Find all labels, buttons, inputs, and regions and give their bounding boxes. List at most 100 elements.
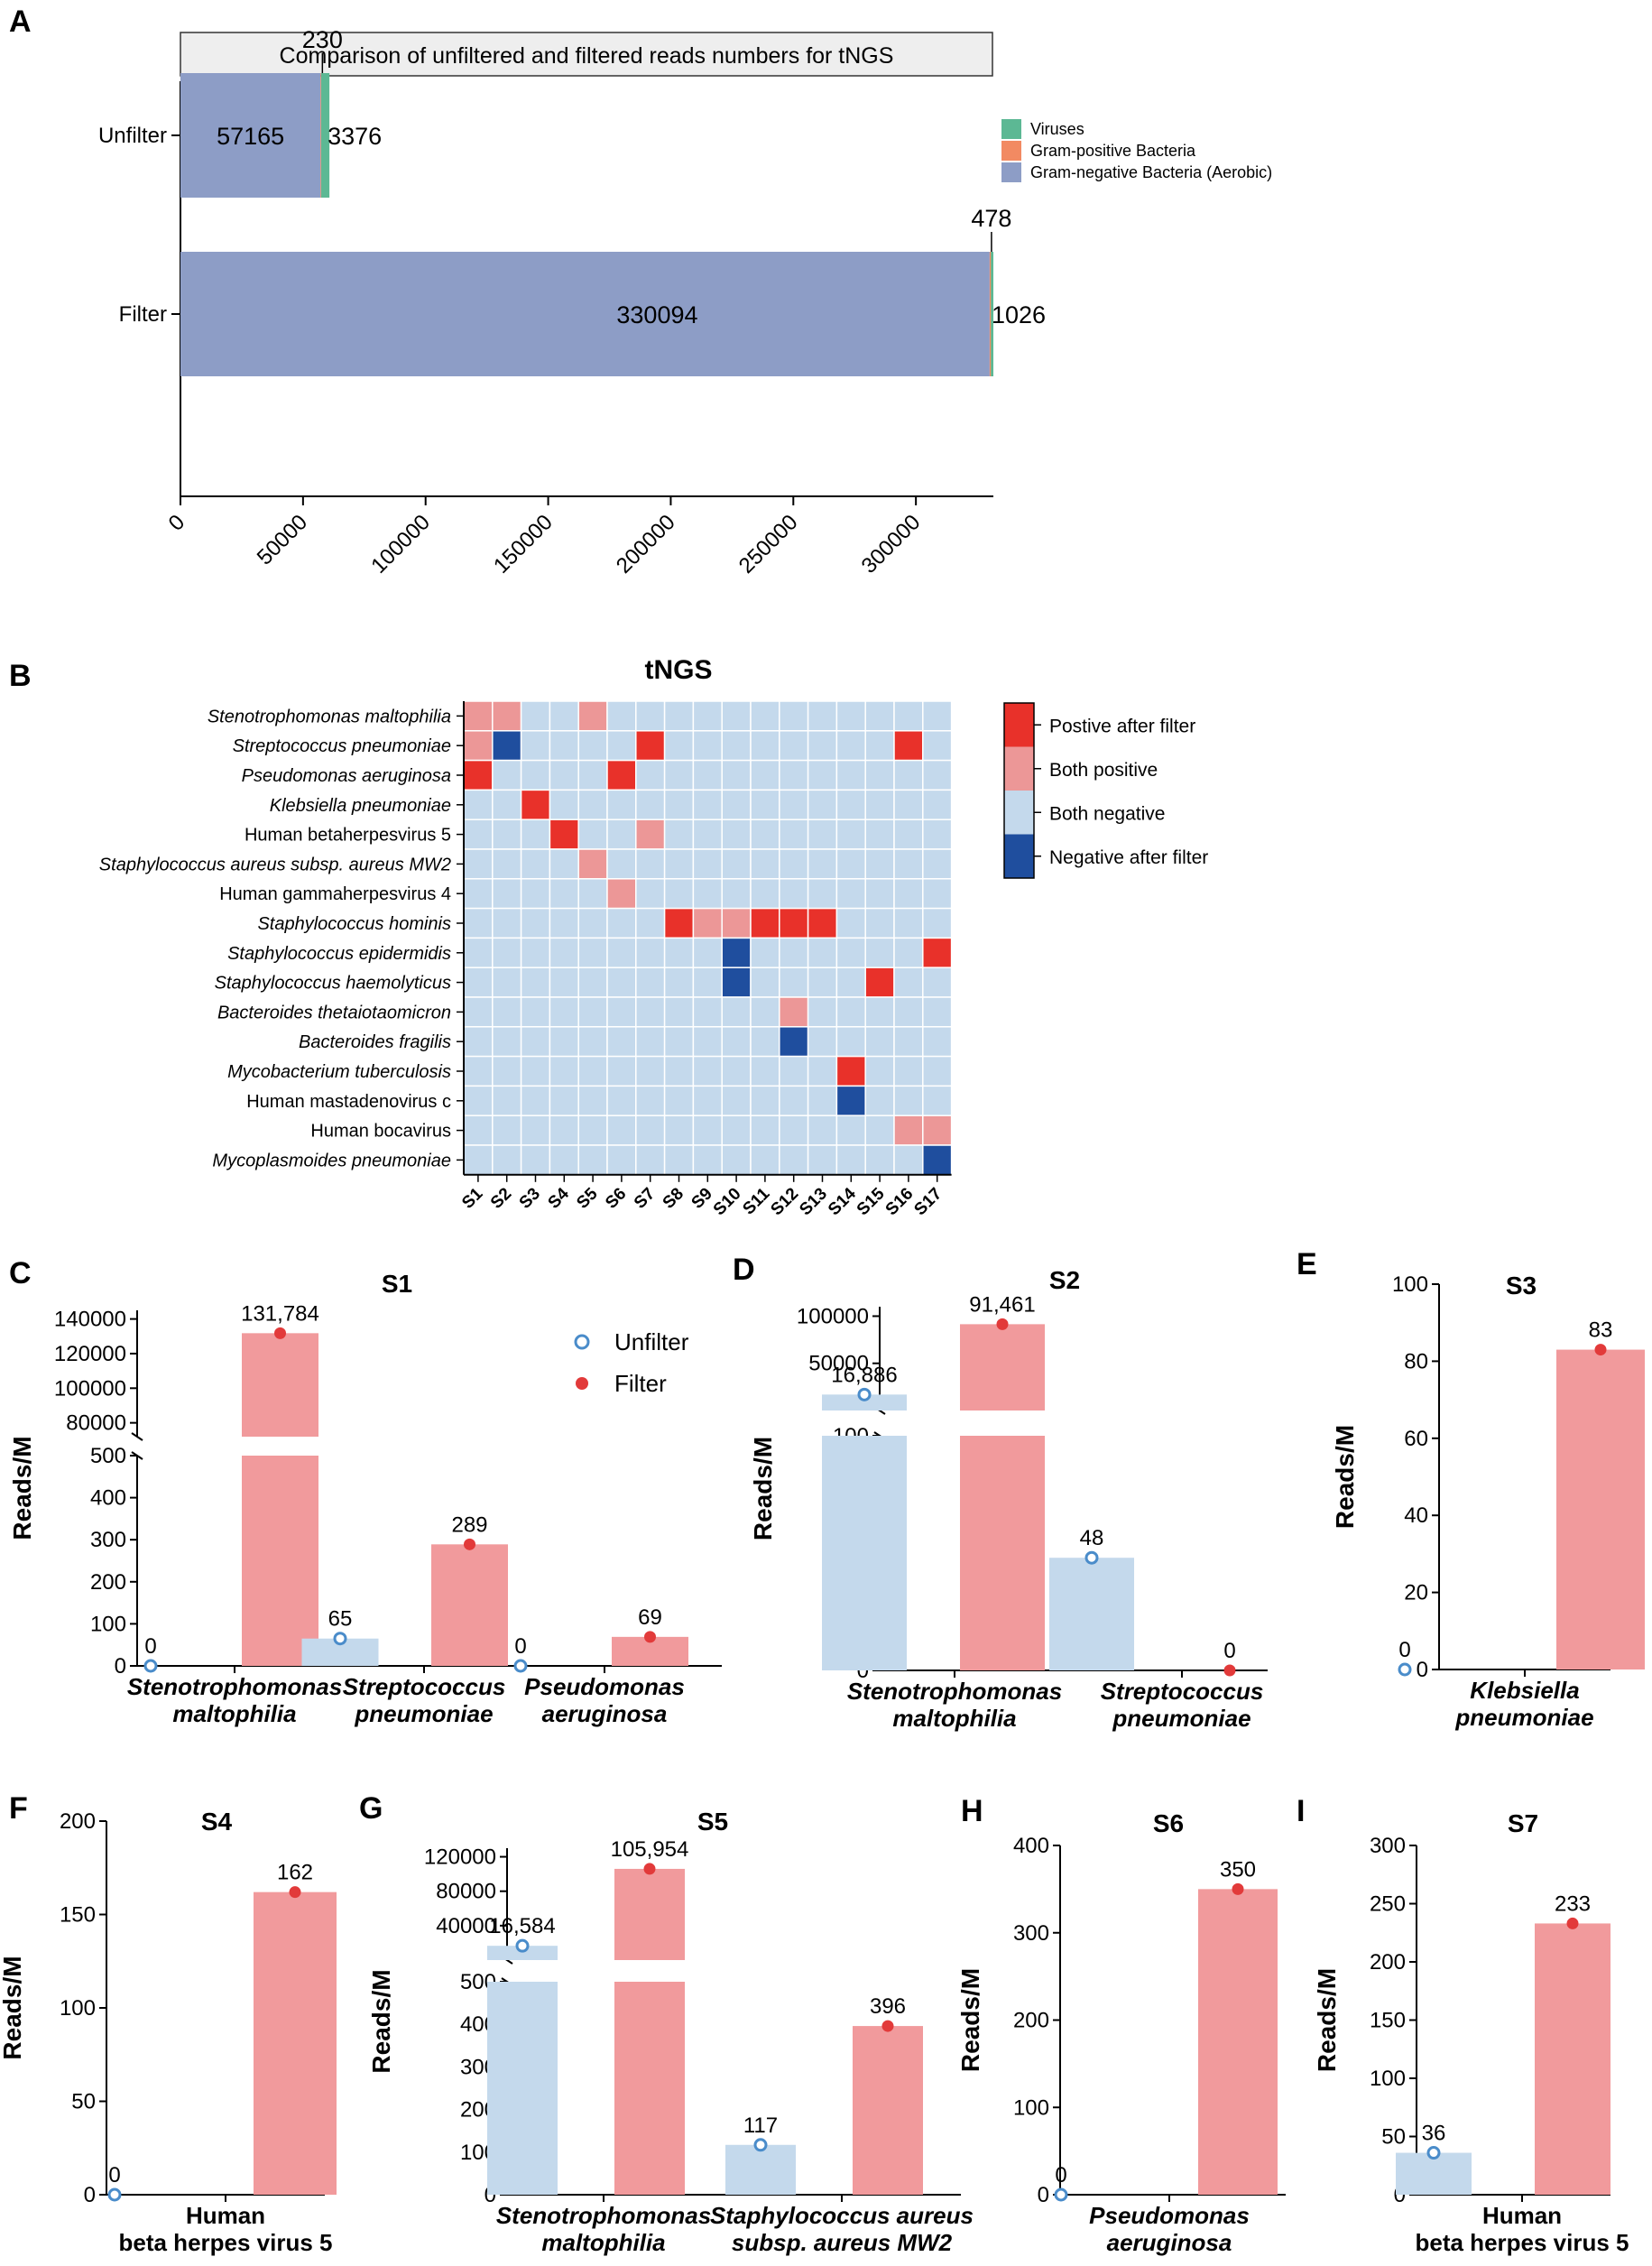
heatmap-cell [779,967,809,998]
heatmap-cell [750,1026,780,1058]
heatmap-cell [779,848,809,880]
chart-title-box [180,32,993,77]
data-label: 117 [743,2113,778,2138]
heatmap-col-label: S7 [631,1184,659,1212]
heatmap-row-label: Staphylococcus aureus subsp. aureus MW2 [99,855,451,874]
y-tick-label: 50000 [808,1352,869,1376]
y-axis-label: Reads/M [1331,1425,1359,1529]
y-tick-label: 0 [1417,1658,1428,1682]
category-label: pneumoniae [354,1700,493,1727]
heatmap-cell [663,759,695,791]
marker-filter [881,2020,894,2032]
heatmap-cell [492,1115,522,1146]
heatmap-cell [663,1115,695,1146]
heatmap-cell [750,1115,780,1146]
heatmap-cell [750,730,780,762]
heatmap-cell [835,789,866,820]
heatmap-cell [692,730,723,762]
data-label: 0 [1398,1638,1410,1662]
heatmap-cell [835,996,866,1028]
heatmap-cell [779,730,809,762]
heatmap-cell [922,789,953,820]
heatmap-cell [750,1144,780,1176]
chart-title: S2 [1049,1266,1080,1294]
heatmap-cell [692,878,723,910]
chart-title: S5 [697,1808,728,1836]
marker-unfilter [513,1659,528,1673]
marker-filter [1594,1344,1607,1356]
heatmap-cell [520,819,551,850]
chart-title: S7 [1508,1809,1538,1837]
heatmap-cell [520,1115,551,1146]
data-label: 131,784 [241,1301,319,1326]
heatmap-cell [492,996,522,1028]
heatmap-cell [779,1144,809,1176]
heatmap-cell [922,878,953,910]
heatmap-cell [779,1026,809,1058]
heatmap-cell [549,878,579,910]
heatmap-cell [635,1055,666,1087]
heatmap-cell [635,1085,666,1116]
y-tick-label: 100000 [797,1304,869,1328]
heatmap-cell [463,878,494,910]
heatmap-cell [721,1144,752,1176]
heatmap-cell [692,759,723,791]
legend-label: Gram-negative Bacteria (Aerobic) [1030,163,1272,181]
heatmap-cell [922,1055,953,1087]
heatmap-cell [663,819,695,850]
heatmap-cell [864,1055,895,1087]
heatmap-cell [835,819,866,850]
legend-label: Unfilter [614,1328,689,1355]
heatmap-cell [864,1026,895,1058]
heatmap-cell [663,878,695,910]
bar-filter [960,1324,1045,1410]
legend-marker-filter [576,1377,588,1390]
heatmap-cell [750,759,780,791]
heatmap-cell [549,1115,579,1146]
heatmap-cell [835,759,866,791]
heatmap-cell [635,996,666,1028]
marker-unfilter [1398,1662,1412,1677]
heatmap-cell [721,730,752,762]
heatmap-cell [492,1026,522,1058]
heatmap-cell [750,848,780,880]
category-label: Human [186,2202,265,2229]
heatmap-cell [922,1085,953,1116]
panel-label-h: H [961,1794,983,1828]
heatmap-cell [721,759,752,791]
heatmap-cell [577,996,608,1028]
heatmap-cell [893,730,924,762]
heatmap-cell [520,759,551,791]
heatmap-cell [835,848,866,880]
y-tick-label: 80 [1404,1349,1428,1373]
data-label: 0 [1055,2163,1066,2187]
heatmap-cell [606,759,637,791]
heatmap-cell [807,700,838,732]
category-label: maltophilia [892,1705,1016,1732]
heatmap-cell [835,730,866,762]
heatmap-cell [864,1115,895,1146]
marker-filter [996,1318,1009,1330]
bar-filter [242,1333,318,1437]
x-tick-label: 300000 [857,510,926,578]
y-tick-label: 50 [1381,2125,1406,2150]
heatmap-cell [893,1055,924,1087]
heatmap-cell [692,1144,723,1176]
heatmap-cell [663,1144,695,1176]
y-tick-label: 300 [90,1528,126,1552]
heatmap-cell [835,1026,866,1058]
y-tick-label: 400 [90,1486,126,1511]
heatmap-cell [520,996,551,1028]
heatmap-cell [807,848,838,880]
data-label: 91,461 [969,1292,1035,1317]
y-tick-label: 300 [1370,1834,1406,1858]
heatmap-cell [893,1115,924,1146]
heatmap-cell [492,700,522,732]
legend-swatch [1001,162,1021,182]
y-tick-label: 100 [1392,1272,1428,1297]
heatmap-cell [577,819,608,850]
heatmap-cell [549,1055,579,1087]
heatmap-col-label: S1 [458,1184,487,1213]
heatmap-cell [893,907,924,939]
heatmap-row-label: Bacteroides fragilis [299,1032,451,1052]
